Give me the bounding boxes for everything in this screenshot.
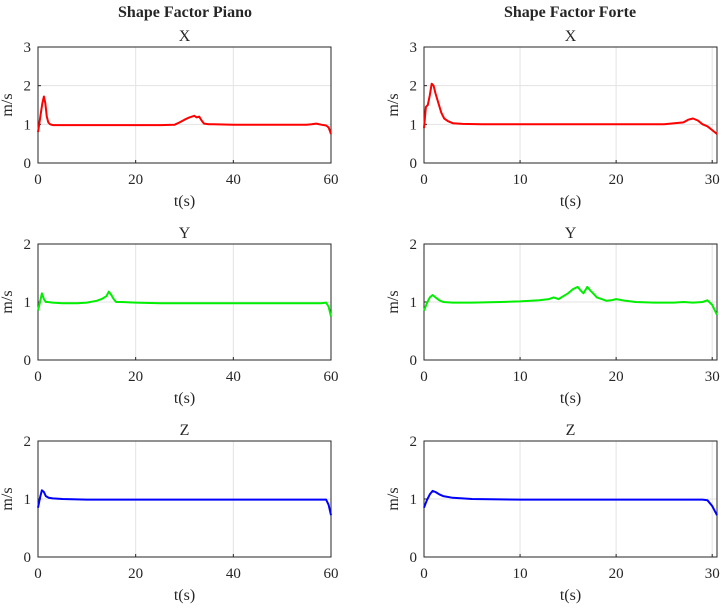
y-tick-label: 0	[410, 156, 418, 172]
y-tick-label: 1	[24, 492, 32, 508]
plot-frame	[37, 46, 332, 164]
x-tick-label: 60	[324, 369, 339, 385]
y-axis-label: m/s	[0, 93, 16, 116]
series-line	[423, 489, 718, 516]
subplot-title: X	[179, 28, 191, 45]
x-tick-label: 30	[705, 369, 720, 385]
x-tick-label: 20	[128, 172, 143, 188]
x-axis-label: t(s)	[560, 193, 581, 210]
subplot-title: Z	[180, 422, 190, 439]
x-axis-label: t(s)	[174, 193, 195, 210]
x-tick-label: 40	[226, 566, 241, 582]
x-axis-label: t(s)	[560, 587, 581, 604]
y-axis-label: m/s	[0, 290, 16, 313]
x-tick-label: 10	[513, 369, 528, 385]
x-axis-label: t(s)	[174, 390, 195, 407]
x-tick-label: 40	[226, 172, 241, 188]
subplot-title: X	[565, 28, 577, 45]
y-tick-label: 3	[24, 40, 32, 56]
y-tick-label: 1	[24, 117, 32, 133]
y-tick-label: 2	[24, 434, 32, 450]
x-tick-label: 0	[34, 369, 42, 385]
y-tick-label: 0	[410, 353, 418, 369]
x-tick-label: 0	[420, 172, 428, 188]
y-tick-label: 3	[410, 40, 418, 56]
x-tick-label: 20	[128, 566, 143, 582]
y-axis-label: m/s	[0, 487, 16, 510]
y-tick-label: 2	[410, 434, 418, 450]
x-tick-label: 0	[420, 566, 428, 582]
series-line	[37, 95, 332, 135]
y-tick-label: 2	[410, 237, 418, 253]
subplot-title: Y	[179, 225, 191, 242]
y-tick-label: 1	[410, 117, 418, 133]
series-line	[37, 489, 332, 516]
subplot-6: 0 10 20 30 0 1 2 Zt(s) m/s	[385, 422, 720, 604]
y-axis-label: m/s	[385, 487, 402, 510]
x-tick-label: 30	[705, 566, 720, 582]
plot-frame	[423, 46, 718, 164]
x-tick-label: 10	[513, 566, 528, 582]
y-tick-label: 1	[410, 492, 418, 508]
x-tick-label: 0	[420, 369, 428, 385]
y-axis-label: m/s	[385, 290, 402, 313]
x-tick-label: 20	[609, 566, 624, 582]
y-tick-label: 0	[24, 550, 32, 566]
subplot-5: 0 20 40 60 0 1 2 Zt(s) m/s	[0, 422, 339, 604]
x-tick-label: 10	[513, 172, 528, 188]
y-tick-label: 1	[410, 295, 418, 311]
y-axis-label: m/s	[385, 93, 402, 116]
x-tick-label: 0	[34, 566, 42, 582]
x-tick-label: 60	[324, 172, 339, 188]
subplot-title: Z	[566, 422, 576, 439]
x-tick-label: 20	[609, 172, 624, 188]
subplot-title: Y	[565, 225, 577, 242]
y-tick-label: 0	[410, 550, 418, 566]
x-tick-label: 60	[324, 566, 339, 582]
x-tick-label: 30	[705, 172, 720, 188]
column-title-forte: Shape Factor Forte	[504, 4, 636, 21]
subplot-2: 0 10 20 30 0 1 2 3 Xt(s) m/s	[385, 28, 720, 210]
series-line	[423, 82, 718, 135]
y-tick-label: 2	[24, 79, 32, 95]
subplot-1: 0 20 40 60 0 1 2 3 Xt(s) m/s	[0, 28, 339, 210]
series-line	[37, 290, 332, 317]
x-tick-label: 20	[128, 369, 143, 385]
series-line	[423, 285, 718, 316]
x-tick-label: 0	[34, 172, 42, 188]
column-title-piano: Shape Factor Piano	[118, 4, 252, 21]
y-tick-label: 0	[24, 156, 32, 172]
subplot-3: 0 20 40 60 0 1 2 Yt(s) m/s	[0, 225, 339, 407]
x-tick-label: 40	[226, 369, 241, 385]
y-tick-label: 2	[24, 237, 32, 253]
y-tick-label: 2	[410, 79, 418, 95]
x-tick-label: 20	[609, 369, 624, 385]
y-tick-label: 0	[24, 353, 32, 369]
subplot-4: 0 10 20 30 0 1 2 Yt(s) m/s	[385, 225, 720, 407]
x-axis-label: t(s)	[560, 390, 581, 407]
y-tick-label: 1	[24, 295, 32, 311]
x-axis-label: t(s)	[174, 587, 195, 604]
